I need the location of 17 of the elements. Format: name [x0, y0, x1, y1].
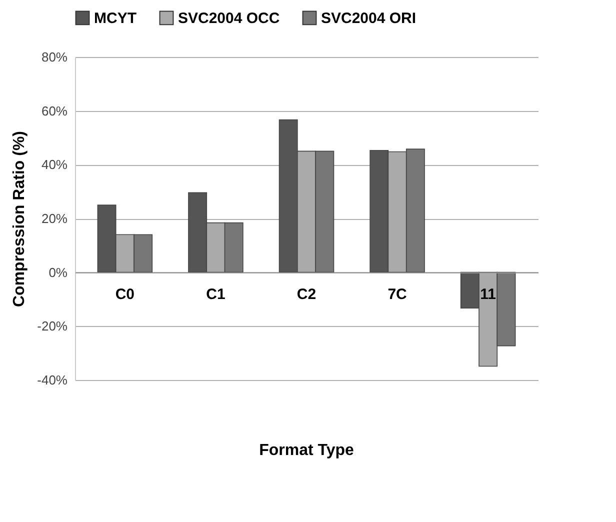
x-tick-label: C2	[296, 286, 316, 303]
y-tick-label: -20%	[37, 318, 68, 334]
y-axis-title: Compression Ratio (%)	[11, 130, 28, 308]
y-tick-label: 20%	[41, 211, 68, 226]
x-tick-label: C1	[206, 286, 226, 303]
y-tick-label: 0%	[48, 264, 68, 280]
y-tick-label: 80%	[41, 50, 68, 64]
y-tick-label: 40%	[41, 157, 68, 172]
x-tick-label: 7C	[388, 286, 408, 303]
legend-label: MCYT	[94, 10, 136, 27]
x-tick-label: 11	[480, 286, 496, 303]
y-tick-label: -40%	[37, 372, 68, 388]
x-axis-title: Format Type	[259, 442, 354, 459]
legend-label: SVC2004 OCC	[178, 10, 280, 27]
y-tick-label: 60%	[41, 103, 68, 118]
x-tick-label: C0	[115, 286, 135, 303]
legend-label: SVC2004 ORI	[321, 10, 416, 27]
